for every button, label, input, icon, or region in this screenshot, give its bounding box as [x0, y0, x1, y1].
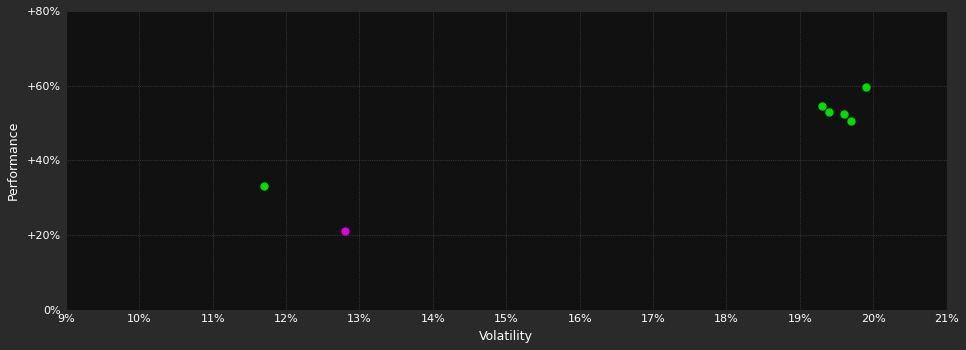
Point — [843, 118, 859, 124]
Point — [837, 111, 852, 117]
X-axis label: Volatility: Volatility — [479, 330, 533, 343]
Point — [814, 103, 830, 109]
Point — [256, 184, 271, 189]
Y-axis label: Performance: Performance — [7, 121, 20, 200]
Point — [337, 229, 353, 234]
Point — [858, 85, 873, 90]
Point — [821, 109, 837, 114]
